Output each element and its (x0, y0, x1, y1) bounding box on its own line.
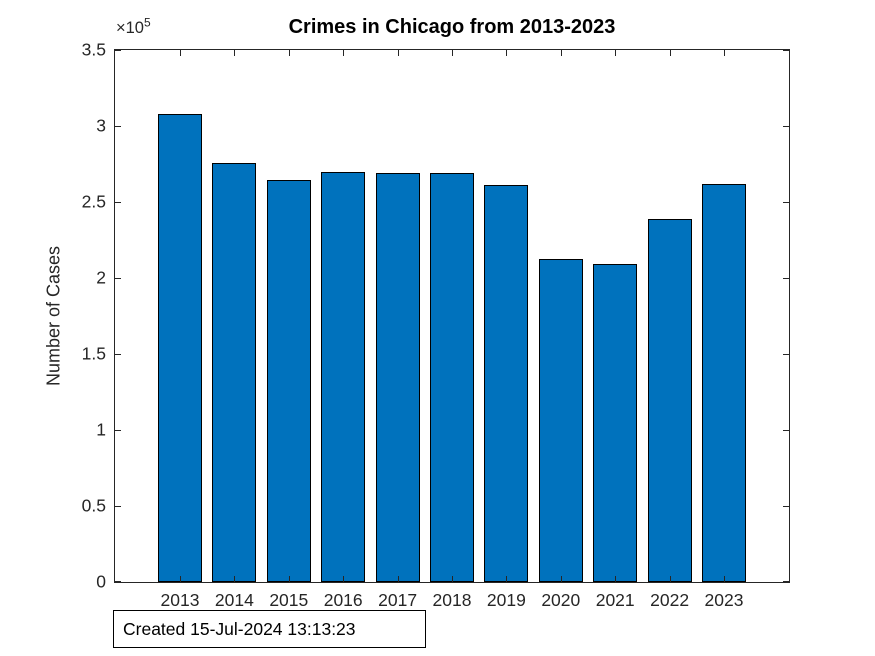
x-tick-mark-bottom (180, 576, 181, 582)
bar-2015 (266, 179, 311, 582)
x-tick-mark-top (397, 50, 399, 56)
y-tick-label-2: 2 (96, 267, 106, 288)
bar-2018 (430, 172, 474, 582)
x-tick-mark-top (615, 50, 617, 56)
x-tick-mark-top (343, 50, 345, 56)
x-tick-mark-bottom (234, 576, 236, 582)
y-tick-mark-right (783, 430, 789, 431)
y-tick-label-0.5: 0.5 (81, 495, 106, 516)
y-tick-mark-right (783, 126, 789, 127)
x-tick-mark-bottom (506, 576, 508, 582)
y-exponent-power: 5 (144, 15, 151, 30)
x-tick-mark-bottom (397, 576, 399, 582)
x-tick-label-2016: 2016 (323, 590, 363, 610)
y-axis-exponent: ×105 (116, 15, 151, 38)
x-tick-label-2019: 2019 (486, 590, 526, 610)
y-tick-mark-left (115, 126, 121, 127)
bar-2013 (158, 114, 202, 582)
plot-area (114, 49, 790, 583)
y-tick-label-0: 0 (96, 571, 106, 592)
y-tick-mark-right (783, 50, 789, 51)
timestamp-annotation-text: Created 15-Jul-2024 13:13:23 (123, 618, 356, 639)
x-tick-mark-bottom (452, 576, 453, 582)
y-tick-mark-right (783, 278, 789, 279)
y-tick-mark-left (115, 430, 121, 431)
x-tick-label-2020: 2020 (541, 590, 581, 610)
timestamp-annotation-box: Created 15-Jul-2024 13:13:23 (113, 610, 426, 648)
x-tick-label-2023: 2023 (704, 590, 744, 610)
x-tick-label-2022: 2022 (650, 590, 690, 610)
chart-title: Crimes in Chicago from 2013-2023 (288, 16, 616, 38)
y-tick-label-1.5: 1.5 (81, 343, 106, 364)
y-tick-label-1: 1 (96, 419, 106, 440)
y-tick-mark-right (783, 581, 789, 582)
y-tick-label-2.5: 2.5 (81, 191, 106, 212)
x-tick-mark-top (452, 50, 453, 56)
bar-2021 (593, 264, 638, 582)
x-tick-mark-bottom (724, 576, 725, 582)
x-tick-mark-top (180, 50, 181, 56)
x-tick-label-2014: 2014 (214, 590, 254, 610)
y-tick-mark-right (783, 354, 789, 355)
x-tick-mark-bottom (288, 576, 290, 582)
x-tick-label-2017: 2017 (378, 590, 418, 610)
x-tick-label-2015: 2015 (269, 590, 309, 610)
y-tick-mark-left (115, 581, 121, 582)
y-tick-mark-right (783, 202, 789, 203)
bar-2014 (212, 163, 257, 582)
bar-2020 (538, 259, 583, 582)
x-tick-mark-bottom (615, 576, 617, 582)
x-tick-label-2018: 2018 (432, 590, 472, 610)
bar-2017 (375, 173, 420, 582)
x-tick-label-2021: 2021 (595, 590, 635, 610)
bar-2016 (321, 171, 366, 582)
y-tick-mark-left (115, 50, 121, 51)
x-tick-mark-bottom (560, 576, 562, 582)
y-tick-mark-left (115, 506, 121, 507)
y-tick-mark-right (783, 506, 789, 507)
y-exponent-base: ×10 (116, 19, 144, 37)
y-tick-label-3: 3 (96, 115, 106, 136)
bar-2019 (484, 185, 529, 582)
x-tick-mark-bottom (343, 576, 345, 582)
y-tick-mark-left (115, 354, 121, 355)
x-tick-mark-bottom (669, 576, 671, 582)
y-tick-mark-left (115, 278, 121, 279)
x-tick-mark-top (560, 50, 562, 56)
bar-2022 (647, 219, 692, 582)
x-tick-mark-top (288, 50, 290, 56)
y-tick-label-3.5: 3.5 (81, 39, 106, 60)
x-tick-mark-top (506, 50, 508, 56)
x-tick-label-2013: 2013 (160, 590, 200, 610)
bar-2023 (702, 183, 746, 582)
x-tick-mark-top (669, 50, 671, 56)
x-tick-mark-top (234, 50, 236, 56)
x-tick-mark-top (724, 50, 725, 56)
y-tick-mark-left (115, 202, 121, 203)
